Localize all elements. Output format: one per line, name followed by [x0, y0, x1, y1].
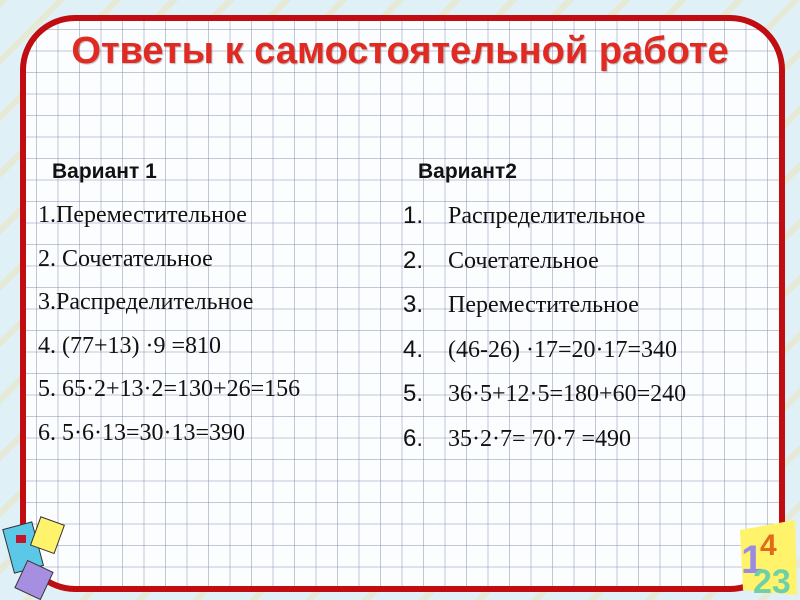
item-number: 6.	[403, 424, 424, 452]
item-text: Распределительное	[448, 203, 646, 229]
svg-text:23: 23	[753, 563, 791, 600]
item-text: 36·5+12·5=180+60=240	[448, 381, 687, 407]
numbers-icon: 1 4 23	[740, 520, 797, 600]
item-text: (46-26) ·17=20·17=340	[448, 336, 678, 363]
list-item: 4. (77+13) ·9 =810	[38, 332, 222, 359]
list-item: 5. 65·2+13·2=130+26=156	[38, 376, 301, 402]
list-item: 6. 5·6·13=30·13=390	[38, 419, 246, 446]
slide-frame	[20, 15, 785, 592]
variant1-list: 1.Переместительное 2. Сочетательное 3.Ра…	[38, 194, 300, 455]
item-text: 35·2·7= 70·7 =490	[448, 425, 632, 452]
list-item: 1. Распределительное	[403, 194, 686, 239]
list-item: 6. 35·2·7= 70·7 =490	[403, 417, 686, 462]
item-number: 5.	[403, 380, 424, 407]
item-number: 1.	[403, 202, 424, 229]
svg-text:4: 4	[760, 529, 777, 562]
item-number: 3.	[403, 291, 424, 318]
slide-title: Ответы к самостоятельной работе	[71, 30, 729, 72]
list-item: 4. (46-26) ·17=20·17=340	[403, 328, 686, 373]
list-item: 2. Сочетательное	[403, 239, 686, 284]
list-item: 3. Переместительное	[403, 283, 686, 328]
variant1-heading: Вариант 1	[52, 160, 157, 183]
item-number: 2.	[403, 246, 424, 274]
list-item: 2. Сочетательное	[38, 245, 213, 272]
variant2-list: 1. Распределительное 2. Сочетательное 3. Пе…	[403, 194, 686, 461]
school-supplies-icon	[2, 516, 65, 600]
item-number: 4.	[403, 335, 424, 363]
variant2-heading: Вариант2	[418, 160, 517, 183]
item-text: Переместительное	[448, 292, 639, 318]
item-text: Сочетательное	[448, 247, 599, 274]
list-item: 5. 36·5+12·5=180+60=240	[403, 372, 686, 417]
list-item: 3.Распределительное	[38, 289, 254, 315]
svg-text:1: 1	[741, 538, 763, 582]
list-item: 1.Переместительное	[38, 202, 247, 228]
